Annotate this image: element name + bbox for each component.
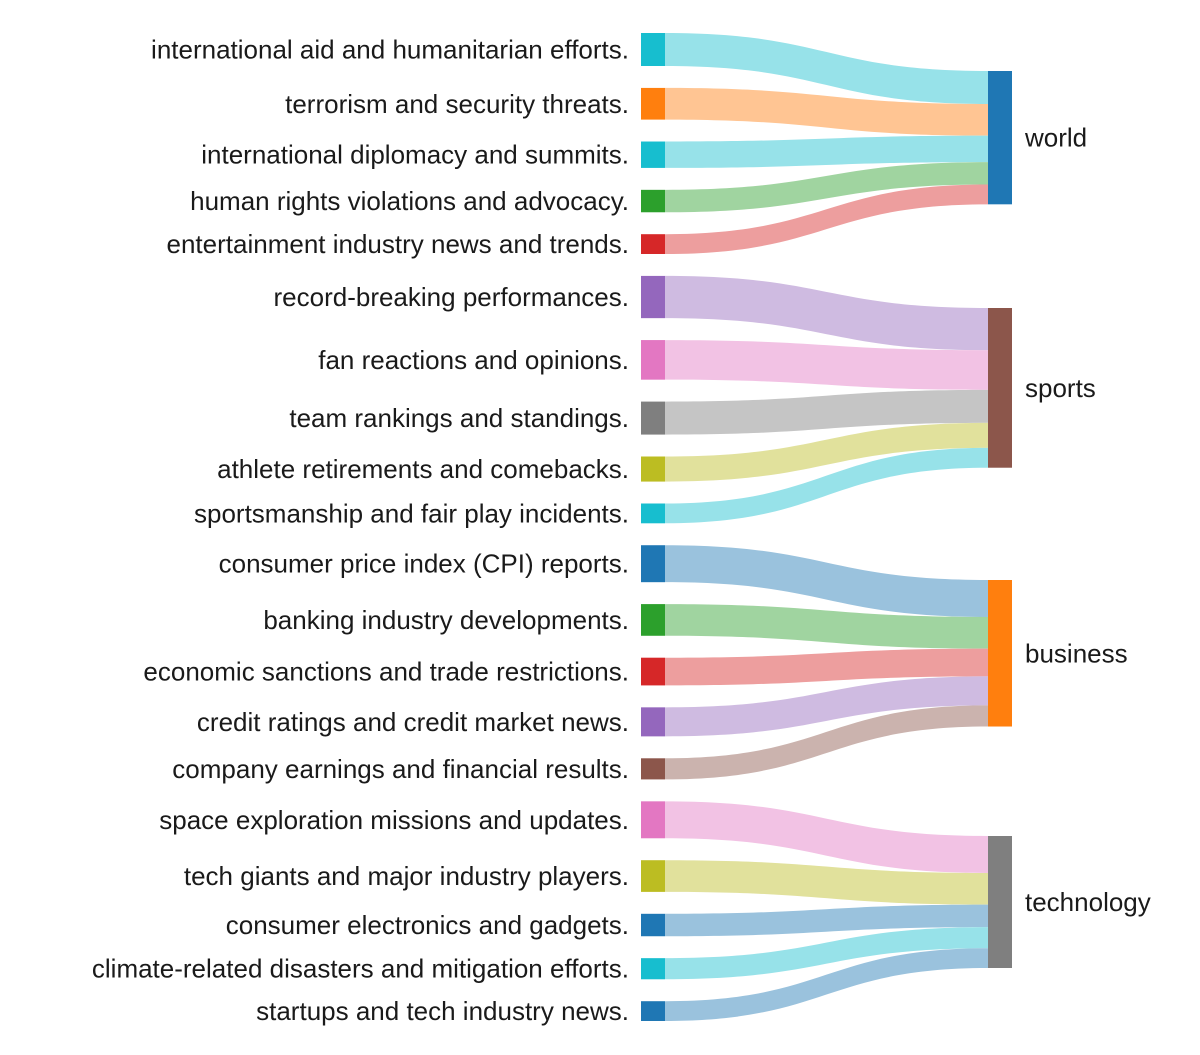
source-label-company-earnings-and-financial-results: company earnings and financial results. <box>172 754 629 784</box>
link-sportsmanship-and-fair-play-incidents <box>665 447 988 524</box>
source-label-team-rankings-and-standings: team rankings and standings. <box>289 403 629 433</box>
source-node-startups-and-tech-industry-news <box>641 1001 665 1021</box>
target-label-world: world <box>1024 123 1087 153</box>
source-label-international-aid-and-humanitarian-efforts: international aid and humanitarian effor… <box>151 35 629 65</box>
source-label-climate-related-disasters-and-mitigation-efforts: climate-related disasters and mitigation… <box>92 954 629 984</box>
source-node-team-rankings-and-standings <box>641 401 665 435</box>
source-label-human-rights-violations-and-advocacy: human rights violations and advocacy. <box>190 186 629 216</box>
source-label-tech-giants-and-major-industry-players: tech giants and major industry players. <box>184 861 629 891</box>
link-banking-industry-developments <box>665 604 988 649</box>
source-label-credit-ratings-and-credit-market-news: credit ratings and credit market news. <box>197 707 629 737</box>
target-nodes <box>988 71 1012 968</box>
source-node-consumer-electronics-and-gadgets <box>641 913 665 937</box>
source-label-sportsmanship-and-fair-play-incidents: sportsmanship and fair play incidents. <box>194 498 629 528</box>
source-label-economic-sanctions-and-trade-restrictions: economic sanctions and trade restriction… <box>143 657 629 687</box>
source-node-credit-ratings-and-credit-market-news <box>641 707 665 737</box>
source-node-company-earnings-and-financial-results <box>641 758 665 780</box>
target-node-world <box>988 71 1012 205</box>
source-node-tech-giants-and-major-industry-players <box>641 860 665 892</box>
source-node-consumer-price-index-cpi-reports <box>641 545 665 583</box>
source-node-banking-industry-developments <box>641 604 665 636</box>
source-node-entertainment-industry-news-and-trends <box>641 234 665 254</box>
link-international-aid-and-humanitarian-efforts <box>665 33 988 104</box>
link-entertainment-industry-news-and-trends <box>665 184 988 254</box>
source-node-sportsmanship-and-fair-play-incidents <box>641 503 665 524</box>
source-label-record-breaking-performances: record-breaking performances. <box>274 282 630 312</box>
source-label-banking-industry-developments: banking industry developments. <box>263 605 629 635</box>
source-nodes <box>641 33 665 1021</box>
link-team-rankings-and-standings <box>665 389 988 435</box>
source-node-international-aid-and-humanitarian-efforts <box>641 33 665 66</box>
link-company-earnings-and-financial-results <box>665 705 988 780</box>
link-terrorism-and-security-threats <box>665 87 988 136</box>
source-node-international-diplomacy-and-summits <box>641 141 665 168</box>
source-node-fan-reactions-and-opinions <box>641 340 665 380</box>
link-record-breaking-performances <box>665 275 988 351</box>
source-label-athlete-retirements-and-comebacks: athlete retirements and comebacks. <box>217 454 629 484</box>
link-tech-giants-and-major-industry-players <box>665 860 988 905</box>
target-node-technology <box>988 836 1012 968</box>
target-node-business <box>988 580 1012 727</box>
link-credit-ratings-and-credit-market-news <box>665 676 988 737</box>
source-node-space-exploration-missions-and-updates <box>641 801 665 839</box>
source-label-entertainment-industry-news-and-trends: entertainment industry news and trends. <box>167 229 629 259</box>
source-label-fan-reactions-and-opinions: fan reactions and opinions. <box>318 345 629 375</box>
target-labels: world sports business technology <box>1024 123 1151 917</box>
target-label-business: business <box>1025 638 1128 668</box>
source-label-space-exploration-missions-and-updates: space exploration missions and updates. <box>159 805 629 835</box>
link-consumer-electronics-and-gadgets <box>665 904 988 937</box>
link-space-exploration-missions-and-updates <box>665 801 988 873</box>
link-climate-related-disasters-and-mitigation-efforts <box>665 927 988 980</box>
source-label-consumer-price-index-cpi-reports: consumer price index (CPI) reports. <box>219 549 629 579</box>
source-label-terrorism-and-security-threats: terrorism and security threats. <box>285 89 629 119</box>
link-athlete-retirements-and-comebacks <box>665 422 988 482</box>
link-human-rights-violations-and-advocacy <box>665 162 988 213</box>
source-node-record-breaking-performances <box>641 275 665 319</box>
link-consumer-price-index-cpi-reports <box>665 545 988 617</box>
link-startups-and-tech-industry-news <box>665 948 988 1021</box>
target-node-sports <box>988 308 1012 468</box>
link-economic-sanctions-and-trade-restrictions <box>665 648 988 686</box>
source-labels: international aid and humanitarian effor… <box>92 35 629 1027</box>
source-node-human-rights-violations-and-advocacy <box>641 189 665 213</box>
source-node-climate-related-disasters-and-mitigation-efforts <box>641 958 665 980</box>
source-node-terrorism-and-security-threats <box>641 87 665 120</box>
source-node-economic-sanctions-and-trade-restrictions <box>641 657 665 686</box>
source-label-international-diplomacy-and-summits: international diplomacy and summits. <box>201 140 629 170</box>
source-node-athlete-retirements-and-comebacks <box>641 456 665 482</box>
source-label-consumer-electronics-and-gadgets: consumer electronics and gadgets. <box>226 910 629 940</box>
link-fan-reactions-and-opinions <box>665 340 988 390</box>
source-label-startups-and-tech-industry-news: startups and tech industry news. <box>256 996 629 1026</box>
target-label-technology: technology <box>1025 887 1151 917</box>
target-label-sports: sports <box>1025 373 1096 403</box>
link-international-diplomacy-and-summits <box>665 135 988 168</box>
sankey-links <box>665 33 988 1021</box>
